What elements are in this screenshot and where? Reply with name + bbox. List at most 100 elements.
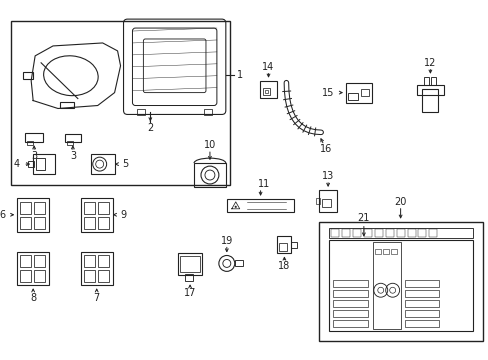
Bar	[28, 161, 34, 167]
Bar	[83, 256, 95, 267]
Bar	[23, 72, 33, 79]
Bar	[363, 229, 371, 237]
Text: 12: 12	[424, 58, 436, 68]
Text: 6: 6	[0, 210, 5, 220]
Bar	[277, 235, 291, 253]
Bar	[11, 21, 229, 185]
Bar	[416, 85, 444, 95]
Bar	[404, 290, 438, 297]
Bar	[98, 256, 108, 267]
Bar	[382, 248, 388, 255]
Circle shape	[234, 206, 236, 208]
Bar	[332, 310, 367, 317]
Bar	[332, 280, 367, 287]
Bar	[262, 87, 269, 95]
Bar	[319, 190, 336, 212]
Bar	[428, 229, 436, 237]
Bar	[234, 260, 242, 266]
Bar	[226, 199, 294, 212]
Bar	[34, 217, 45, 229]
Bar	[319, 222, 482, 341]
Bar	[322, 199, 330, 207]
Bar	[328, 240, 472, 331]
Bar	[20, 270, 31, 282]
Bar	[316, 198, 320, 204]
Bar	[279, 243, 287, 251]
Bar	[81, 252, 112, 285]
Bar	[34, 256, 45, 267]
Text: 15: 15	[321, 87, 333, 98]
Bar	[185, 274, 193, 281]
Bar	[27, 141, 33, 145]
Bar	[404, 310, 438, 317]
Bar	[264, 90, 267, 93]
Bar	[60, 102, 74, 108]
Text: 16: 16	[319, 144, 331, 154]
Bar	[374, 248, 380, 255]
Bar	[374, 229, 382, 237]
Text: 17: 17	[183, 288, 196, 298]
Bar	[20, 217, 31, 229]
Bar	[390, 248, 396, 255]
Bar	[194, 163, 225, 187]
Bar	[91, 154, 114, 174]
Bar	[372, 242, 400, 329]
Text: 5: 5	[122, 159, 128, 169]
Text: 7: 7	[93, 293, 100, 303]
Text: 19: 19	[220, 235, 232, 246]
Bar	[259, 81, 277, 98]
Bar	[332, 290, 367, 297]
Bar	[34, 202, 45, 214]
Bar	[83, 217, 95, 229]
Bar	[422, 89, 437, 112]
Bar	[83, 202, 95, 214]
Bar	[341, 229, 349, 237]
Bar	[67, 141, 73, 145]
Text: 8: 8	[30, 293, 36, 303]
Bar	[33, 154, 55, 174]
Bar	[332, 300, 367, 307]
Bar	[98, 217, 108, 229]
Bar	[396, 229, 404, 237]
Bar	[424, 77, 428, 85]
Bar	[430, 77, 435, 85]
Text: 21: 21	[357, 213, 369, 223]
Text: 13: 13	[321, 171, 334, 181]
Bar	[36, 158, 45, 170]
Text: 1: 1	[236, 70, 242, 80]
Bar	[180, 256, 200, 273]
Text: 3: 3	[31, 151, 37, 161]
Bar	[178, 253, 202, 275]
Text: 4: 4	[13, 159, 19, 169]
Bar	[352, 229, 360, 237]
Bar	[98, 202, 108, 214]
Bar	[346, 83, 371, 103]
Text: 10: 10	[203, 140, 216, 150]
Bar	[330, 229, 338, 237]
Bar	[137, 109, 145, 116]
Bar	[347, 93, 357, 100]
Bar	[332, 320, 367, 327]
Bar	[83, 270, 95, 282]
Text: 3: 3	[70, 151, 76, 161]
Bar	[25, 133, 43, 142]
Text: 11: 11	[258, 179, 270, 189]
Bar	[65, 134, 81, 142]
Bar	[404, 320, 438, 327]
Bar	[385, 229, 393, 237]
Text: 9: 9	[121, 210, 126, 220]
Bar	[17, 252, 49, 285]
Bar	[291, 242, 297, 248]
Bar	[20, 256, 31, 267]
Bar	[404, 300, 438, 307]
Text: 20: 20	[394, 197, 406, 207]
Bar	[98, 270, 108, 282]
Text: 2: 2	[147, 123, 153, 133]
Bar	[20, 202, 31, 214]
Bar	[407, 229, 415, 237]
Bar	[404, 280, 438, 287]
Bar	[34, 270, 45, 282]
Bar	[81, 198, 112, 231]
Bar	[360, 89, 368, 96]
Text: 18: 18	[278, 261, 290, 271]
